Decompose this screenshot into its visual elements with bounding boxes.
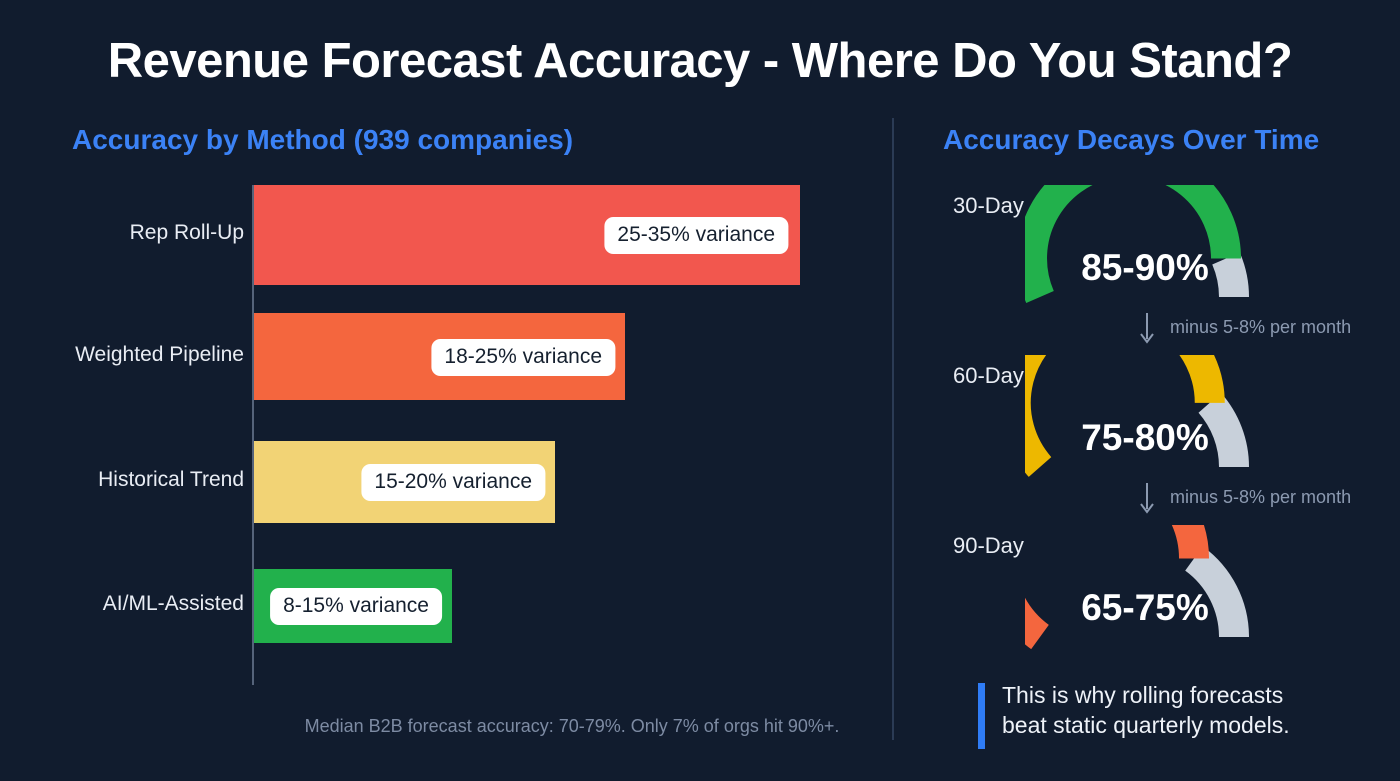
callout-text: This is why rolling forecasts beat stati… — [1002, 680, 1290, 741]
gauge-period-label: 90-Day — [953, 533, 1024, 558]
panel-divider — [892, 118, 894, 740]
left-panel-footnote: Median B2B forecast accuracy: 70-79%. On… — [304, 716, 840, 736]
callout-line-1: This is why rolling forecasts — [1002, 682, 1284, 708]
gauge: 30-Day 85-90% — [953, 185, 1265, 313]
gauge-value-label: 75-80% — [1081, 417, 1209, 458]
bar-category-label: AI/ML-Assisted — [102, 592, 244, 615]
callout-accent-bar — [978, 683, 985, 749]
bar-category-label: Rep Roll-Up — [129, 221, 244, 244]
bar-value-badge: 18-25% variance — [431, 338, 615, 376]
gauge-period-label: 60-Day — [953, 363, 1024, 388]
bar-chart: Rep Roll-Up 25-35% variance Weighted Pipel… — [0, 185, 892, 685]
bar-category-label: Historical Trend — [98, 468, 244, 491]
bar-value-badge: 25-35% variance — [604, 217, 788, 254]
gauge-arc — [1025, 355, 1249, 477]
bar-row: Rep Roll-Up 25-35% variance — [0, 185, 892, 285]
gauge-period-label: 30-Day — [953, 193, 1024, 218]
bar-chart-axis — [252, 185, 254, 685]
decay-note-2-label: minus 5-8% per month — [1170, 487, 1352, 507]
bar-row: Weighted Pipeline 18-25% variance — [0, 313, 892, 400]
arrow-down-icon — [1136, 312, 1158, 351]
left-panel-heading: Accuracy by Method (939 companies) — [72, 124, 574, 155]
bar-value-badge: 15-20% variance — [361, 464, 545, 501]
gauge: 90-Day 65-75% — [953, 525, 1265, 653]
gauge: 60-Day 75-80% — [953, 355, 1265, 483]
bar-row: Historical Trend 15-20% variance — [0, 441, 892, 523]
bar-category-label: Weighted Pipeline — [75, 342, 244, 366]
gauge-arc — [1025, 185, 1249, 303]
callout-line-2: beat static quarterly models. — [1002, 712, 1290, 739]
gauge-value-label: 65-75% — [1081, 587, 1209, 628]
arrow-down-icon — [1136, 482, 1158, 521]
bar-value-badge: 8-15% variance — [270, 588, 442, 625]
gauge-value-label: 85-90% — [1081, 247, 1209, 288]
right-panel-heading: Accuracy Decays Over Time — [943, 124, 1320, 155]
gauge-arc — [1025, 525, 1249, 650]
page-title: Revenue Forecast Accuracy - Where Do You… — [107, 34, 1293, 88]
decay-note-1-label: minus 5-8% per month — [1170, 317, 1352, 337]
bar-row: AI/ML-Assisted 8-15% variance — [0, 569, 892, 643]
